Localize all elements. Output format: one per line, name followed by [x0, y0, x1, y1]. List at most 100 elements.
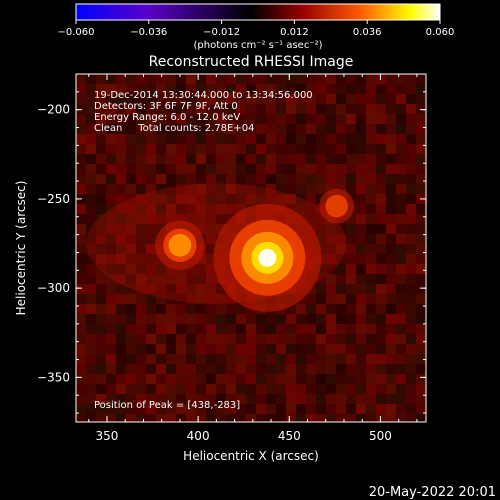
heatmap-cell [196, 314, 206, 324]
heatmap-cell [176, 384, 186, 394]
heatmap-cell [406, 144, 416, 154]
heatmap-cell [106, 384, 116, 394]
heatmap-cell [176, 184, 186, 194]
heatmap-cell [366, 244, 376, 254]
colorbar-ticks: −0.060 −0.036 −0.012 0.012 0.036 0.060 [57, 20, 454, 38]
heatmap-cell [146, 124, 156, 134]
heatmap-cell [256, 124, 266, 134]
heatmap-cell [126, 94, 136, 104]
heatmap-cell [96, 134, 106, 144]
heatmap-cell [146, 164, 156, 174]
heatmap-cell [266, 404, 276, 414]
heatmap-cell [166, 194, 176, 204]
heatmap-cell [276, 154, 286, 164]
heatmap-cell [326, 384, 336, 394]
heatmap-cell [336, 154, 346, 164]
heatmap-cell [296, 364, 306, 374]
heatmap-cell [226, 134, 236, 144]
heatmap-cell [416, 214, 426, 224]
heatmap-cell [396, 174, 406, 184]
heatmap-cell [386, 134, 396, 144]
heatmap-cell [266, 394, 276, 404]
heatmap-cell [206, 204, 216, 214]
heatmap-cell [286, 134, 296, 144]
heatmap-cell [256, 144, 266, 154]
heatmap-cell [266, 104, 276, 114]
heatmap-cell [326, 224, 336, 234]
heatmap-cell [226, 124, 236, 134]
heatmap-cell [216, 354, 226, 364]
heatmap-cell [186, 404, 196, 414]
heatmap-cell [106, 174, 116, 184]
heatmap-cell [206, 404, 216, 414]
heatmap-cell [376, 324, 386, 334]
heatmap-cell [216, 314, 226, 324]
heatmap-cell [336, 414, 346, 422]
heatmap-cell [346, 174, 356, 184]
heatmap-cell [306, 114, 316, 124]
heatmap-cell [76, 334, 86, 344]
heatmap-cell [226, 174, 236, 184]
heatmap-cell [376, 144, 386, 154]
heatmap-cell [386, 384, 396, 394]
heatmap-cell [116, 204, 126, 214]
heatmap-cell [396, 224, 406, 234]
heatmap-cell [126, 174, 136, 184]
heatmap-cell [276, 354, 286, 364]
heatmap-cell [206, 264, 216, 274]
heatmap-cell [236, 174, 246, 184]
heatmap-cell [96, 164, 106, 174]
heatmap-cell [206, 114, 216, 124]
heatmap-cell [336, 384, 346, 394]
heatmap-cell [396, 394, 406, 404]
heatmap-cell [86, 414, 96, 422]
heatmap-cell [266, 364, 276, 374]
heatmap-cell [136, 174, 146, 184]
heatmap-cell [96, 244, 106, 254]
heatmap-cell [406, 404, 416, 414]
heatmap-cell [296, 144, 306, 154]
heatmap-cell [146, 114, 156, 124]
heatmap-cell [86, 204, 96, 214]
heatmap-cell [186, 104, 196, 114]
heatmap-cell [326, 134, 336, 144]
heatmap-cell [346, 394, 356, 404]
heatmap-cell [206, 244, 216, 254]
heatmap-cell [96, 124, 106, 134]
heatmap-cell [96, 344, 106, 354]
heatmap-cell [216, 404, 226, 414]
heatmap-cell [76, 234, 86, 244]
heatmap-cell [256, 184, 266, 194]
heatmap-cell [106, 74, 116, 84]
heatmap-cell [166, 104, 176, 114]
heatmap-cell [296, 104, 306, 114]
heatmap-cell [156, 154, 166, 164]
heatmap-cell [366, 154, 376, 164]
heatmap-cell [356, 384, 366, 394]
heatmap-cell [206, 364, 216, 374]
heatmap-cell [306, 374, 316, 384]
heatmap-cell [406, 304, 416, 314]
heatmap-cell [336, 244, 346, 254]
heatmap-cell [336, 394, 346, 404]
heatmap-cell [176, 194, 186, 204]
heatmap-cell [366, 134, 376, 144]
heatmap-cell [76, 324, 86, 334]
heatmap-cell [206, 134, 216, 144]
heatmap-cell [156, 164, 166, 174]
heatmap-cell [86, 264, 96, 274]
heatmap-cell [156, 324, 166, 334]
heatmap-cell [406, 384, 416, 394]
heatmap-cell [366, 314, 376, 324]
heatmap-cell [196, 264, 206, 274]
heatmap-cell [236, 404, 246, 414]
heatmap-cell [196, 204, 206, 214]
heatmap-cell [256, 134, 266, 144]
heatmap-cell [176, 134, 186, 144]
heatmap-cell [366, 344, 376, 354]
heatmap-cell [266, 94, 276, 104]
heatmap-cell [366, 224, 376, 234]
heatmap-cell [96, 304, 106, 314]
heatmap-cell [236, 334, 246, 344]
heatmap-cell [96, 334, 106, 344]
